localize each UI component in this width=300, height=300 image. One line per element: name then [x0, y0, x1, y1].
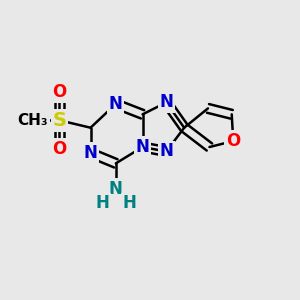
- Text: O: O: [52, 140, 67, 158]
- Text: N: N: [109, 95, 123, 113]
- Text: N: N: [109, 180, 123, 198]
- Text: N: N: [159, 93, 173, 111]
- Text: N: N: [136, 138, 149, 156]
- Text: O: O: [226, 132, 240, 150]
- Text: N: N: [159, 142, 173, 160]
- Text: H: H: [122, 194, 136, 212]
- Text: O: O: [52, 83, 67, 101]
- Text: S: S: [52, 111, 66, 130]
- Text: CH₃: CH₃: [17, 113, 48, 128]
- Text: H: H: [95, 194, 110, 212]
- Text: N: N: [84, 144, 98, 162]
